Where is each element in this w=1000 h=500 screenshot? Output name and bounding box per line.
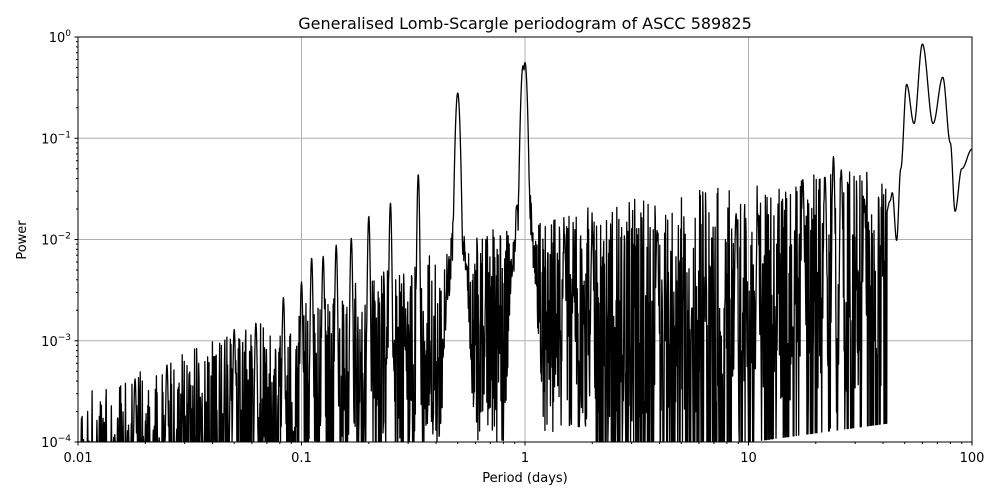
y-axis-ticks: 10−4 10−3 10−2 10−1 100 <box>41 29 78 451</box>
periodogram-line <box>78 43 972 442</box>
x-tick-label: 10 <box>740 451 757 466</box>
y-axis-label: Power <box>15 220 30 260</box>
power-curve <box>78 43 972 442</box>
chart-title: Generalised Lomb-Scargle periodogram of … <box>298 14 752 33</box>
x-axis-label: Period (days) <box>482 471 568 486</box>
y-tick-label: 10−1 <box>41 130 71 147</box>
x-tick-label: 1 <box>521 451 529 466</box>
x-tick-label: 0.1 <box>291 451 312 466</box>
y-tick-label: 10−2 <box>41 232 71 249</box>
y-tick-label: 100 <box>49 29 72 46</box>
y-tick-label: 10−3 <box>41 333 71 350</box>
y-tick-label: 10−4 <box>41 434 71 451</box>
x-tick-label: 0.01 <box>64 451 93 466</box>
x-tick-label: 100 <box>960 451 985 466</box>
x-axis-ticks: 0.01 0.1 1 10 100 <box>64 442 985 466</box>
